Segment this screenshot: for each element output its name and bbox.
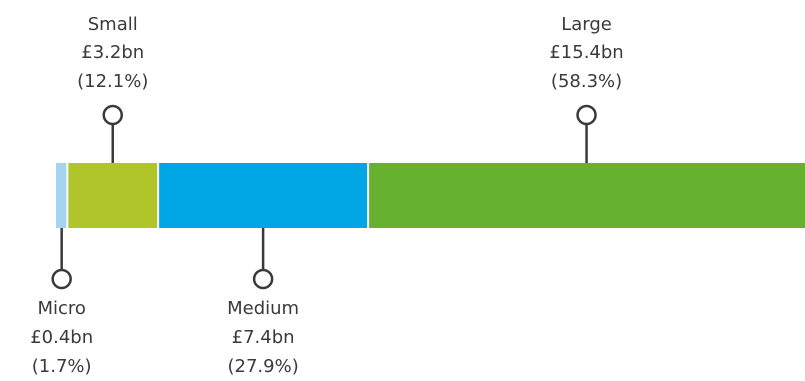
value-label-large: £15.4bn bbox=[549, 42, 623, 63]
share-label-micro: (1.7%) bbox=[32, 356, 92, 377]
callout-marker-large bbox=[576, 104, 597, 126]
category-label-large: Large bbox=[561, 14, 612, 35]
callout-marker-micro bbox=[51, 268, 72, 290]
share-label-small: (12.1%) bbox=[77, 71, 148, 92]
bar-segment-medium bbox=[158, 163, 369, 228]
callout-marker-small bbox=[102, 104, 123, 126]
callouts: Micro £0.4bn (1.7%) Small £3.2bn (12.1%) Mediu… bbox=[30, 14, 624, 377]
share-label-medium: (27.9%) bbox=[227, 356, 298, 377]
value-label-micro: £0.4bn bbox=[30, 327, 93, 348]
bar-segment-micro bbox=[56, 163, 68, 228]
bar-segments bbox=[56, 163, 805, 228]
value-label-medium: £7.4bn bbox=[232, 327, 295, 348]
bar-segment-small bbox=[67, 163, 159, 228]
category-label-micro: Micro bbox=[37, 298, 85, 319]
share-label-large: (58.3%) bbox=[551, 71, 622, 92]
callout-marker-medium bbox=[252, 268, 274, 290]
category-label-small: Small bbox=[88, 14, 138, 35]
value-label-small: £3.2bn bbox=[81, 42, 144, 63]
category-label-medium: Medium bbox=[227, 298, 299, 319]
bar-segment-large bbox=[368, 163, 805, 228]
